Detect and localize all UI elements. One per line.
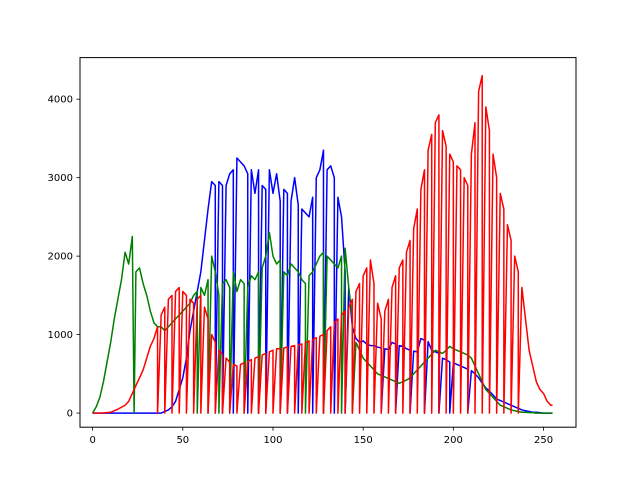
y-tick-label: 0 [67, 409, 73, 420]
y-tick-label: 3000 [48, 173, 73, 184]
x-tick-label: 50 [176, 435, 189, 446]
y-tick-label: 2000 [48, 252, 73, 263]
x-tick-label: 250 [534, 435, 553, 446]
plot-area-frame [79, 57, 577, 428]
y-tick-label: 4000 [48, 95, 73, 106]
series-line-3 [92, 74, 553, 414]
y-axis: 0 1000 2000 3000 4000 [48, 95, 80, 420]
x-tick-label: 150 [354, 435, 373, 446]
x-tick-label: 200 [444, 435, 463, 446]
x-tick-label: 100 [263, 435, 282, 446]
x-axis: 0 50 100 150 200 250 [89, 427, 553, 446]
series-layer [91, 74, 553, 414]
y-tick-label: 1000 [48, 330, 73, 341]
series-line-2 [91, 231, 553, 414]
x-tick-label: 0 [89, 435, 95, 446]
